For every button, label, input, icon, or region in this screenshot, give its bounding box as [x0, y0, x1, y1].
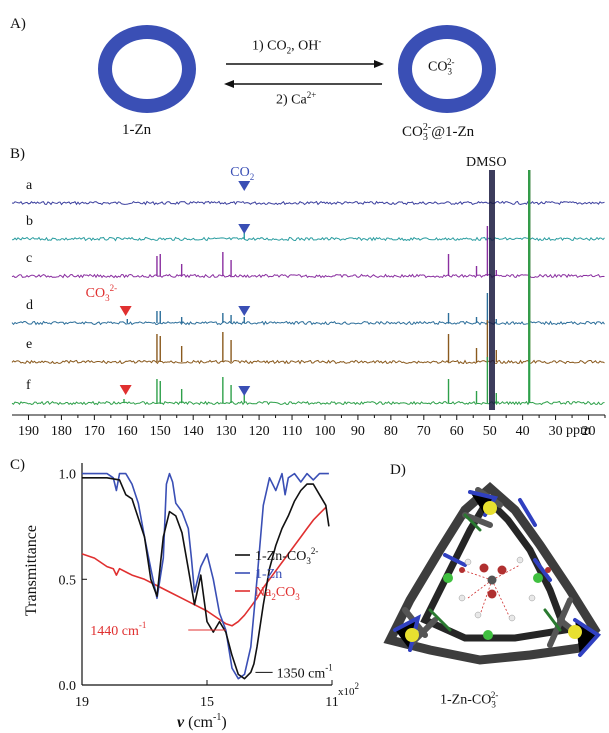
co2-marker-d [238, 306, 251, 316]
co3-label: CO32- [86, 283, 117, 303]
ring-1-zn [98, 25, 196, 113]
ir-legend-label: 1-Zn [255, 567, 282, 582]
nmr-axis-unit: ppm [566, 423, 591, 438]
nmr-tick-label: 110 [282, 424, 302, 439]
step2-label: 2) Ca2+ [276, 90, 317, 108]
nmr-baseline-c [11, 273, 605, 279]
panel-a-letter: A) [10, 16, 26, 32]
co2-marker-b [238, 224, 251, 234]
nmr-tick-label: 190 [18, 424, 39, 439]
trace-label-b: b [26, 214, 33, 229]
left-compound-label: 1-Zn [122, 122, 152, 138]
ir-x-tick-label: 15 [200, 695, 214, 710]
dmso-label: DMSO [466, 155, 506, 170]
panel-d-caption: 1-Zn-CO32- [440, 690, 499, 710]
ir-y-tick-label: 0.0 [59, 679, 77, 694]
nmr-baseline-d [11, 320, 605, 326]
nmr-baseline-b [11, 236, 605, 242]
ir-legend-label: 1-Zn-CO32- [255, 546, 318, 566]
nmr-tick-label: 50 [483, 424, 497, 439]
right-compound-label: CO32-@1-Zn [402, 122, 475, 143]
panel-c-letter: C) [10, 457, 25, 473]
step1-label: 1) CO2, OH- [252, 36, 322, 56]
ir-x-tick-label: 11 [325, 695, 338, 710]
nmr-tick-label: 60 [450, 424, 464, 439]
panel-d-letter: D) [390, 462, 406, 478]
ir-legend-label: Na2CO3 [255, 585, 300, 602]
nmr-baseline-e [11, 359, 605, 365]
co2-label: CO2 [230, 165, 254, 182]
trace-label-d: d [26, 298, 33, 313]
ir-x-tick-label: 19 [75, 695, 89, 710]
ir-y-tick-label: 1.0 [59, 468, 77, 483]
nmr-trace-f [11, 170, 605, 406]
nmr-tick-label: 20 [582, 424, 596, 439]
ir-series-2 [81, 506, 327, 627]
co3-marker-f [119, 385, 132, 395]
nmr-tick-label: 40 [516, 424, 530, 439]
nmr-trace-b [11, 170, 605, 242]
nmr-tick-label: 170 [84, 424, 105, 439]
ir-x-label: v (cm-1) [177, 712, 227, 731]
nmr-trace-d [11, 170, 605, 326]
nmr-baseline-f [11, 400, 605, 406]
co3-marker-d [119, 306, 132, 316]
trace-label-f: f [26, 378, 31, 393]
nmr-tick-label: 90 [351, 424, 365, 439]
panel-b-letter: B) [10, 146, 25, 162]
ir-y-tick-label: 0.5 [59, 573, 77, 588]
ir-y-label: Transmittance [23, 525, 40, 616]
nmr-tick-label: 30 [549, 424, 563, 439]
dmso-solvent-peak [489, 170, 495, 410]
nmr-tick-label: 80 [384, 424, 398, 439]
nmr-tick-label: 140 [183, 424, 204, 439]
equilibrium-arrows [224, 60, 384, 88]
co2-marker-f [238, 386, 251, 396]
co2-marker-a [238, 181, 251, 191]
nmr-trace-e [11, 170, 605, 365]
nmr-tick-label: 100 [314, 424, 335, 439]
ir-series-0 [82, 477, 330, 680]
crystal-structure-image [383, 482, 602, 665]
nmr-trace-c [11, 170, 605, 279]
annot-1350: 1350 cm-1 [277, 662, 333, 681]
nmr-tick-label: 120 [249, 424, 270, 439]
nmr-tick-label: 180 [51, 424, 72, 439]
nmr-tick-label: 160 [117, 424, 138, 439]
nmr-baseline-a [11, 200, 605, 206]
trace-label-e: e [26, 337, 32, 352]
trace-label-a: a [26, 178, 33, 193]
nmr-trace-a [11, 170, 605, 206]
annot-1440: 1440 cm-1 [90, 620, 146, 639]
nmr-tick-label: 150 [150, 424, 171, 439]
ir-series-1 [82, 472, 329, 680]
ir-x-multiplier: x102 [338, 681, 359, 698]
nmr-tick-label: 130 [216, 424, 237, 439]
nmr-tick-label: 70 [417, 424, 431, 439]
ring-content-label: CO32- [428, 57, 455, 77]
nmr-spectra: a b c d e f DMSO CO2 CO32- 190 180 170 160 150 140 130 1… [11, 155, 606, 439]
trace-label-c: c [26, 251, 32, 266]
